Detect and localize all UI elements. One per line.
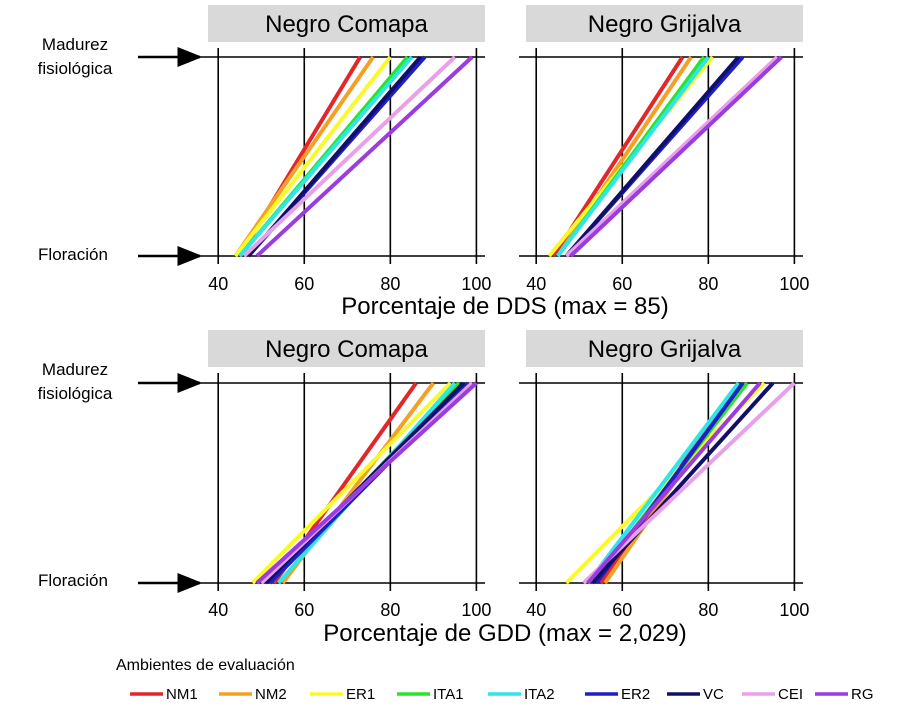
- legend-item-er2: ER2: [585, 686, 650, 703]
- panel-strip: [208, 330, 485, 367]
- legend-label: NM2: [255, 686, 287, 703]
- legend-label: RG: [851, 686, 874, 703]
- legend-label: VC: [703, 686, 724, 703]
- x-tick-label: 80: [698, 274, 718, 294]
- panel-strip: [526, 330, 803, 367]
- panel-title: Negro Grijalva: [588, 11, 742, 38]
- legend: Ambientes de evaluación NM1 NM2 ER1 ITA1 ITA…: [116, 657, 874, 703]
- x-tick-label: 100: [779, 600, 809, 620]
- series-line-rg: [586, 381, 762, 585]
- panel-strip: [208, 5, 485, 42]
- series-line-rg: [255, 55, 474, 258]
- x-tick-label: 100: [461, 600, 491, 620]
- floracion-label: Floración: [38, 571, 108, 590]
- x-axis-label-top: Porcentaje de DDS (max = 85): [341, 293, 668, 320]
- legend-title: Ambientes de evaluación: [116, 657, 295, 674]
- legend-item-vc: VC: [667, 686, 724, 703]
- series-line-vc: [590, 381, 775, 585]
- x-axis-label-bottom: Porcentaje de GDD (max = 2,029): [323, 620, 687, 647]
- legend-label: NM1: [166, 686, 198, 703]
- series-line-ita2: [586, 381, 741, 585]
- series-line-cei: [564, 55, 779, 258]
- panels: Negro Comapa 40 60 80 100 Negro Grijalva 40 60 8…: [201, 5, 809, 620]
- series-line-ita2: [238, 55, 414, 258]
- legend-item-ita2: ITA2: [488, 686, 555, 703]
- legend-label: ITA1: [433, 686, 464, 703]
- x-tick-label: 80: [698, 600, 718, 620]
- x-tick-label: 60: [294, 600, 314, 620]
- x-tick-label: 40: [208, 600, 228, 620]
- panel-0: Negro Comapa 40 60 80 100: [201, 5, 491, 294]
- madurez-label-line2: fisiológica: [38, 384, 113, 403]
- legend-item-nm2: NM2: [219, 686, 287, 703]
- legend-label: ER2: [621, 686, 650, 703]
- x-tick-label: 40: [526, 274, 546, 294]
- x-tick-label: 100: [779, 274, 809, 294]
- floracion-label: Floración: [38, 245, 108, 264]
- row-labels-top: Madurez fisiológica Floración: [38, 35, 203, 266]
- x-tick-label: 60: [612, 600, 632, 620]
- legend-label: CEI: [778, 686, 803, 703]
- series-line-er1: [233, 55, 392, 258]
- x-tick-label: 80: [380, 600, 400, 620]
- legend-item-ita1: ITA1: [397, 686, 464, 703]
- x-tick-label: 40: [208, 274, 228, 294]
- legend-label: ITA2: [524, 686, 555, 703]
- panel-title: Negro Comapa: [265, 336, 428, 363]
- series-line-nm2: [233, 55, 375, 258]
- series-line-er1: [251, 381, 452, 585]
- series-line-rg: [255, 381, 478, 585]
- legend-item-cei: CEI: [742, 686, 803, 703]
- x-tick-label: 100: [461, 274, 491, 294]
- x-tick-label: 60: [612, 274, 632, 294]
- series-line-cei: [242, 55, 457, 258]
- madurez-label-line1: Madurez: [42, 360, 108, 379]
- legend-label: ER1: [346, 686, 375, 703]
- panel-2: Negro Comapa 40 60 80 100: [201, 330, 491, 620]
- series-line-ita2: [556, 55, 710, 258]
- panel-3: Negro Grijalva 40 60 80 100: [519, 330, 809, 620]
- panel-title: Negro Comapa: [265, 11, 428, 38]
- x-tick-label: 40: [526, 600, 546, 620]
- legend-item-nm1: NM1: [130, 686, 198, 703]
- x-tick-label: 80: [380, 274, 400, 294]
- panel-title: Negro Grijalva: [588, 336, 742, 363]
- panel-1: Negro Grijalva 40 60 80 100: [519, 5, 809, 294]
- madurez-label-line2: fisiológica: [38, 59, 113, 78]
- legend-item-rg: RG: [815, 686, 874, 703]
- row-labels-bottom: Madurez fisiológica Floración: [38, 360, 203, 593]
- madurez-label-line1: Madurez: [42, 35, 108, 54]
- x-tick-label: 60: [294, 274, 314, 294]
- panel-strip: [526, 5, 803, 42]
- series-line-vc: [564, 55, 740, 258]
- series-line-rg: [569, 55, 783, 258]
- legend-item-er1: ER1: [310, 686, 375, 703]
